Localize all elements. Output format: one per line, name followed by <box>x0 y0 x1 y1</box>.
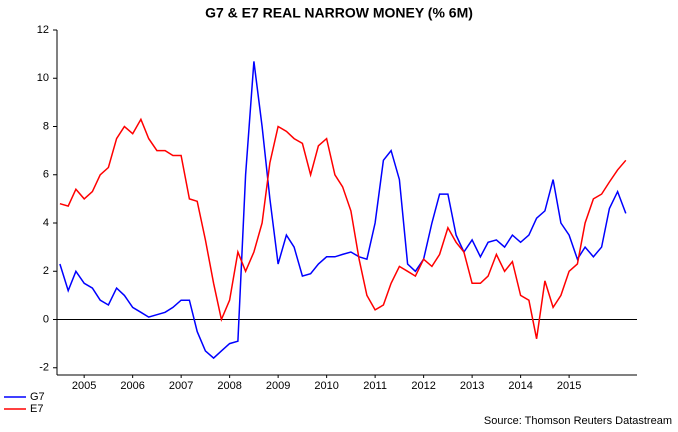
x-tick-label: 2013 <box>460 380 484 392</box>
y-tick-label: 6 <box>43 169 49 181</box>
x-tick-label: 2005 <box>72 380 96 392</box>
x-tick-label: 2008 <box>217 380 241 392</box>
y-tick-label: 0 <box>43 313 49 325</box>
series-line <box>59 61 627 360</box>
x-tick-label: 2007 <box>169 380 193 392</box>
legend-label: E7 <box>30 403 43 415</box>
source-note: Source: Thomson Reuters Datastream <box>484 415 672 427</box>
x-tick-label: 2012 <box>411 380 435 392</box>
y-tick-label: 4 <box>43 217 49 229</box>
x-tick-label: 2011 <box>363 380 387 392</box>
x-tick-label: 2006 <box>120 380 144 392</box>
y-tick-label: 12 <box>37 24 49 36</box>
y-tick-label: 10 <box>37 72 49 84</box>
legend-label: G7 <box>30 391 45 403</box>
x-tick-label: 2014 <box>508 380 532 392</box>
x-tick-label: 2010 <box>314 380 338 392</box>
x-tick-label: 2009 <box>266 380 290 392</box>
y-tick-label: 2 <box>43 265 49 277</box>
y-tick-label: -2 <box>39 362 49 374</box>
chart-title: G7 & E7 REAL NARROW MONEY (% 6M) <box>205 5 473 21</box>
y-tick-label: 8 <box>43 120 49 132</box>
x-tick-label: 2015 <box>557 380 581 392</box>
series-line <box>59 117 627 339</box>
